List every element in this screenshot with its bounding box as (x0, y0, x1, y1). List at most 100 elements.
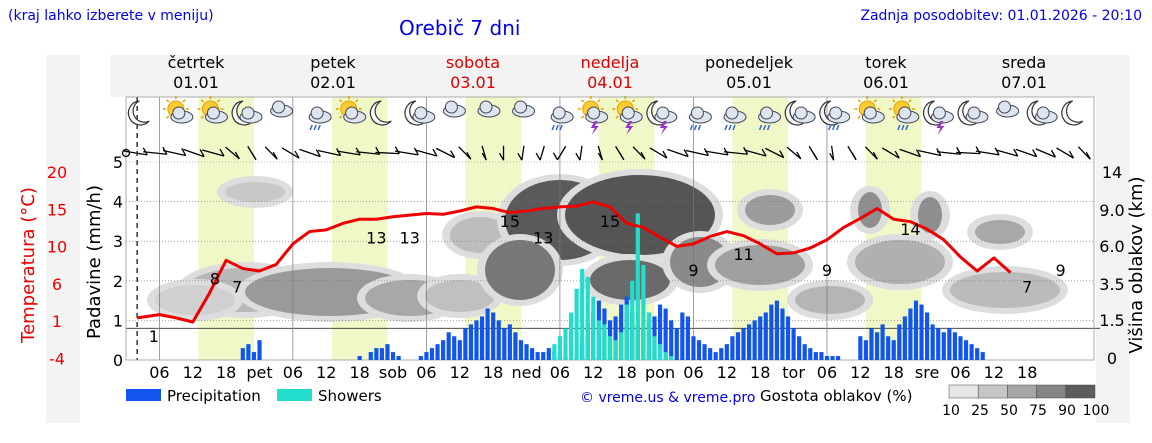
precip-c-bar-16 (947, 328, 952, 360)
cloud-rain-icon (688, 106, 712, 131)
wind-barb-20 (517, 145, 525, 161)
barb-shaft (162, 149, 186, 157)
barb-feather (432, 148, 438, 157)
barb-feather (552, 152, 559, 161)
wind-barb-6 (247, 145, 257, 161)
precip-b-bar-19 (680, 312, 685, 360)
sun-ray (873, 99, 878, 103)
rain-drop (762, 124, 767, 131)
precip-a-bar-0 (240, 348, 245, 360)
x-tick-20: 06 (817, 363, 837, 382)
region-hint[interactable]: (kraj lahko izberete v meniju) (8, 8, 214, 24)
precip-b-bar-34 (763, 312, 768, 360)
barb-feather (761, 148, 767, 157)
density-tick-5: 100 (1083, 403, 1110, 419)
precip-c-bar-22 (980, 352, 985, 360)
shower-bar-18 (652, 336, 657, 360)
precip-a-bar-15 (418, 356, 423, 360)
barb-feather (315, 149, 321, 157)
copyright-link: © vreme.us & vreme.pro (580, 390, 755, 406)
temperature-label-13: 9 (1056, 261, 1066, 280)
precip-c-bar-11 (919, 304, 924, 360)
barb-shaft (458, 146, 472, 160)
density-swatch-2 (1007, 384, 1037, 399)
barb-shaft (1056, 147, 1074, 159)
day-date-0: 01.01 (173, 73, 219, 92)
cloud-puff (587, 106, 601, 120)
x-tick-25: 12 (984, 363, 1004, 382)
barb-feather (640, 151, 646, 160)
day-header-band (110, 55, 1100, 97)
barb-feather (829, 152, 835, 161)
cloud-rain-icon (308, 106, 332, 131)
wind-barbs (121, 145, 1091, 161)
cloud-blob-13 (858, 192, 882, 228)
precip-b-bar-23 (702, 344, 707, 360)
temperature-label-4: 13 (400, 228, 420, 247)
precip-b-bar-36 (774, 300, 779, 360)
precip-b-bar-33 (758, 316, 763, 360)
cloud-blob-19 (795, 286, 865, 314)
wind-barb-24 (597, 145, 604, 161)
barb-feather (1068, 150, 1075, 159)
cloud-puff (829, 106, 843, 120)
x-tick-14: 18 (617, 363, 637, 382)
barb-shaft (881, 147, 900, 159)
precip-a-bar-28 (491, 312, 496, 360)
shower-bar-7 (591, 296, 596, 360)
temp-tick-2: 10 (47, 238, 67, 257)
cloud-puff (241, 106, 255, 120)
sun-ray (182, 99, 186, 103)
moon-cloud-icon (1026, 100, 1058, 126)
x-tick-1: 12 (183, 363, 203, 382)
barb-shaft (579, 145, 583, 161)
temperature-label-10: 9 (822, 261, 832, 280)
cloud-blob-0 (225, 182, 285, 202)
barb-shaft (899, 148, 921, 158)
barb-shaft (281, 147, 300, 159)
precip-a-bar-4 (357, 356, 362, 360)
barb-shaft (415, 149, 438, 157)
precip-tick-0: 5 (113, 153, 123, 172)
moon-storm-icon (922, 100, 954, 135)
temperature-label-8: 9 (688, 261, 698, 280)
wind-barb-17 (458, 146, 472, 160)
wind-barb-46 (1015, 148, 1038, 158)
shower-bar-11 (613, 340, 618, 360)
rain-drop (728, 124, 732, 131)
wind-barb-47 (1035, 148, 1056, 158)
barb-shaft (830, 145, 835, 161)
barb-shaft (744, 149, 767, 157)
shower-bar-15 (635, 213, 640, 360)
cloud-blob-9 (590, 260, 670, 300)
wind-barb-33 (765, 147, 785, 159)
precip-c-bar-0 (858, 336, 863, 360)
shower-bar-19 (657, 344, 663, 360)
cloud-puff (898, 106, 912, 120)
x-tick-26: 18 (1017, 363, 1037, 382)
rain-drop (828, 124, 832, 131)
rain-drop (551, 124, 555, 131)
moon-cloud-icon (784, 100, 816, 126)
precip-b-bar-18 (674, 328, 679, 360)
rain-drop (724, 124, 728, 131)
page-title: Orebič 7 dni (399, 16, 521, 40)
precip-a-bar-7 (374, 348, 379, 360)
temp-axis-label: Temperatura (°C) (18, 187, 39, 344)
precip-a-bar-38 (546, 348, 551, 360)
sun-ray (908, 99, 912, 103)
x-tick-18: 18 (750, 363, 770, 382)
legend-shower-label: Showers (318, 387, 382, 405)
density-tick-3: 75 (1029, 403, 1047, 419)
temperature-label-3: 13 (366, 228, 386, 247)
precip-a-bar-20 (446, 332, 451, 360)
temp-tick-4: 1 (52, 312, 62, 331)
barb-feather (851, 152, 857, 161)
temperature-label-2: 7 (232, 278, 242, 297)
height-tick-0: 14 (1102, 163, 1122, 182)
sun-ray (166, 115, 170, 119)
barb-feather (1085, 151, 1091, 160)
precip-tick-1: 4 (113, 193, 123, 212)
day-date-4: 05.01 (726, 73, 772, 92)
